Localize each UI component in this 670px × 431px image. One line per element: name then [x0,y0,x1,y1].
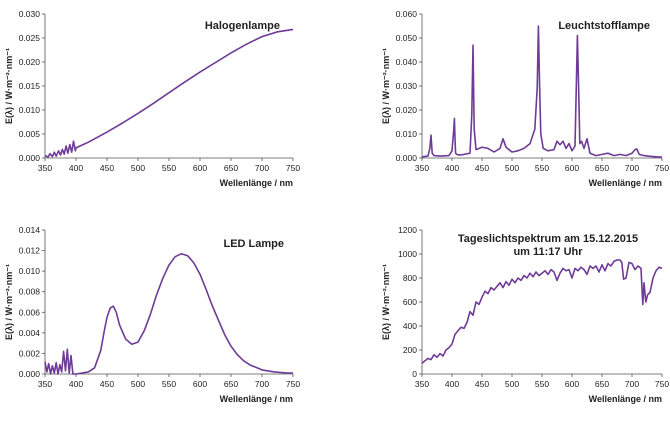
x-axis-label: Wellenlänge / nm [220,178,293,188]
x-tick-label: 400 [69,379,83,389]
chart-title: Tageslichtspektrum am 15.12.2015 [458,233,638,245]
chart-tageslicht: 350 400 450 500 550 600 650 700 750 0 200 400 600 800… [381,225,669,404]
x-tick-label: 350 [415,163,429,173]
y-tick-label: 0.014 [19,225,41,235]
series-line-halogenlampe [44,28,294,158]
x-tick-label: 650 [224,379,238,389]
y-tick-label: 0.005 [19,129,41,139]
y-tick-label: 0.015 [19,81,41,91]
y-tick-label: 200 [403,345,417,355]
x-tick-label: 750 [655,163,669,173]
x-tick-label: 450 [100,163,114,173]
chart-title: LED Lampe [223,238,284,250]
y-tick-label: 0.000 [396,153,418,163]
x-tick-label: 600 [565,163,579,173]
y-tick-label: 0.025 [19,33,41,43]
x-tick-label: 450 [100,379,114,389]
y-tick-label: 1200 [398,225,417,235]
y-axis-label: E(λ) / W·m⁻²·nm⁻¹ [4,264,14,340]
x-tick-label: 400 [69,163,83,173]
x-tick-label: 700 [255,163,269,173]
series-line-leuchtstofflampe [421,25,663,158]
x-tick-label: 700 [255,379,269,389]
y-tick-label: 0.030 [396,81,418,91]
x-tick-label: 550 [535,379,549,389]
x-tick-label: 400 [445,163,459,173]
y-tick-label: 0.010 [19,266,41,276]
chart-led-lampe: 350 400 450 500 550 600 650 700 750 0.000 0.002 0.0… [4,225,300,404]
series-line-led-lampe [44,252,293,375]
y-tick-label: 0.060 [396,9,418,19]
y-tick-label: 400 [403,321,417,331]
chart-leuchtstofflampe: 350 400 450 500 550 600 650 700 750 0.000 0.010 0.0… [381,9,669,188]
y-tick-label: 0.012 [19,246,41,256]
y-tick-label: 0.020 [396,105,418,115]
y-tick-label: 600 [403,297,417,307]
y-tick-label: 0.004 [19,328,41,338]
y-tick-label: 0.020 [19,57,41,67]
x-tick-label: 450 [475,379,489,389]
x-tick-label: 450 [475,163,489,173]
x-tick-label: 500 [131,163,145,173]
y-tick-label: 0.040 [396,57,418,67]
x-tick-label: 350 [38,379,52,389]
y-tick-label: 0.008 [19,287,41,297]
y-tick-label: 0.010 [19,105,41,115]
x-tick-label: 550 [162,379,176,389]
x-tick-label: 550 [162,163,176,173]
x-tick-label: 400 [445,379,459,389]
x-tick-label: 550 [535,163,549,173]
y-tick-label: 800 [403,273,417,283]
y-tick-label: 0 [412,369,417,379]
y-tick-label: 0.000 [19,153,41,163]
y-axis-label: E(λ) / W·m⁻²·nm⁻¹ [4,48,14,124]
chart-halogenlampe: 350 400 450 500 550 600 650 700 750 0.000 0.005 0.0… [4,9,300,188]
x-axis-label: Wellenlänge / nm [589,394,662,404]
x-tick-label: 500 [505,163,519,173]
x-tick-label: 750 [286,379,300,389]
x-tick-label: 600 [193,379,207,389]
x-axis-label: Wellenlänge / nm [589,178,662,188]
x-tick-label: 650 [595,163,609,173]
chart-title: Leuchtstofflampe [558,20,650,32]
x-axis-label: Wellenlänge / nm [220,394,293,404]
y-tick-label: 0.010 [396,129,418,139]
x-tick-label: 350 [38,163,52,173]
x-tick-label: 750 [286,163,300,173]
series-line-tageslicht [421,259,663,364]
x-tick-label: 500 [131,379,145,389]
y-tick-label: 0.002 [19,348,41,358]
x-tick-label: 750 [655,379,669,389]
x-tick-label: 650 [595,379,609,389]
y-tick-label: 0.000 [19,369,41,379]
chart-title: um 11:17 Uhr [513,246,583,258]
y-axis-label: E(λ) / W·m⁻²·nm⁻¹ [381,264,391,340]
x-tick-label: 700 [625,379,639,389]
y-tick-label: 1000 [398,249,417,259]
y-tick-label: 0.030 [19,9,41,19]
chart-title: Halogenlampe [205,20,280,32]
x-tick-label: 500 [505,379,519,389]
x-tick-label: 350 [415,379,429,389]
x-tick-label: 650 [224,163,238,173]
y-tick-label: 0.050 [396,33,418,43]
x-tick-label: 600 [565,379,579,389]
x-tick-label: 600 [193,163,207,173]
x-tick-label: 700 [625,163,639,173]
y-axis-label: E(λ) / W·m⁻²·nm⁻¹ [381,48,391,124]
y-tick-label: 0.006 [19,307,41,317]
